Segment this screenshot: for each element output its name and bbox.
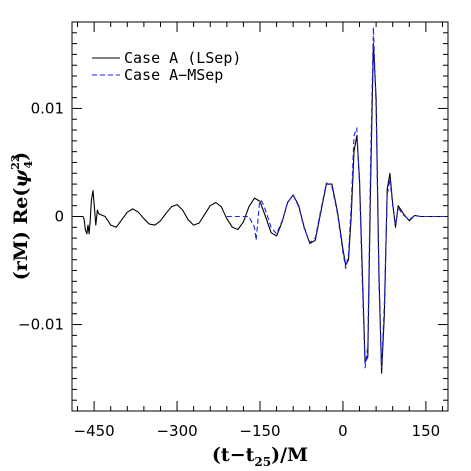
tick-labels: −450 −300 −150 0 150 0.01 0 −0.01 [18, 99, 440, 440]
x-tick-label: 0 [338, 422, 348, 440]
axis-ticks [72, 22, 448, 411]
y-tick-label: −0.01 [18, 316, 64, 334]
series-line-case-a-msep [226, 26, 446, 369]
x-tick-label: −150 [239, 422, 280, 440]
series-line-case-a-lsep [73, 43, 446, 374]
legend-label-case-a-lsep: Case A (LSep) [124, 49, 241, 67]
x-tick-label: −450 [74, 422, 115, 440]
y-axis-label: (rM) Re(ψ224) [9, 152, 35, 280]
legend: Case A (LSep) Case A−MSep [92, 49, 241, 84]
x-axis-label: (t−t25)/M [212, 444, 308, 469]
x-tick-label: −300 [156, 422, 197, 440]
series-layer [73, 26, 446, 374]
y-tick-label: 0 [54, 208, 64, 226]
legend-label-case-a-msep: Case A−MSep [124, 66, 223, 84]
x-tick-label: 150 [412, 422, 441, 440]
y-tick-label: 0.01 [31, 99, 64, 117]
